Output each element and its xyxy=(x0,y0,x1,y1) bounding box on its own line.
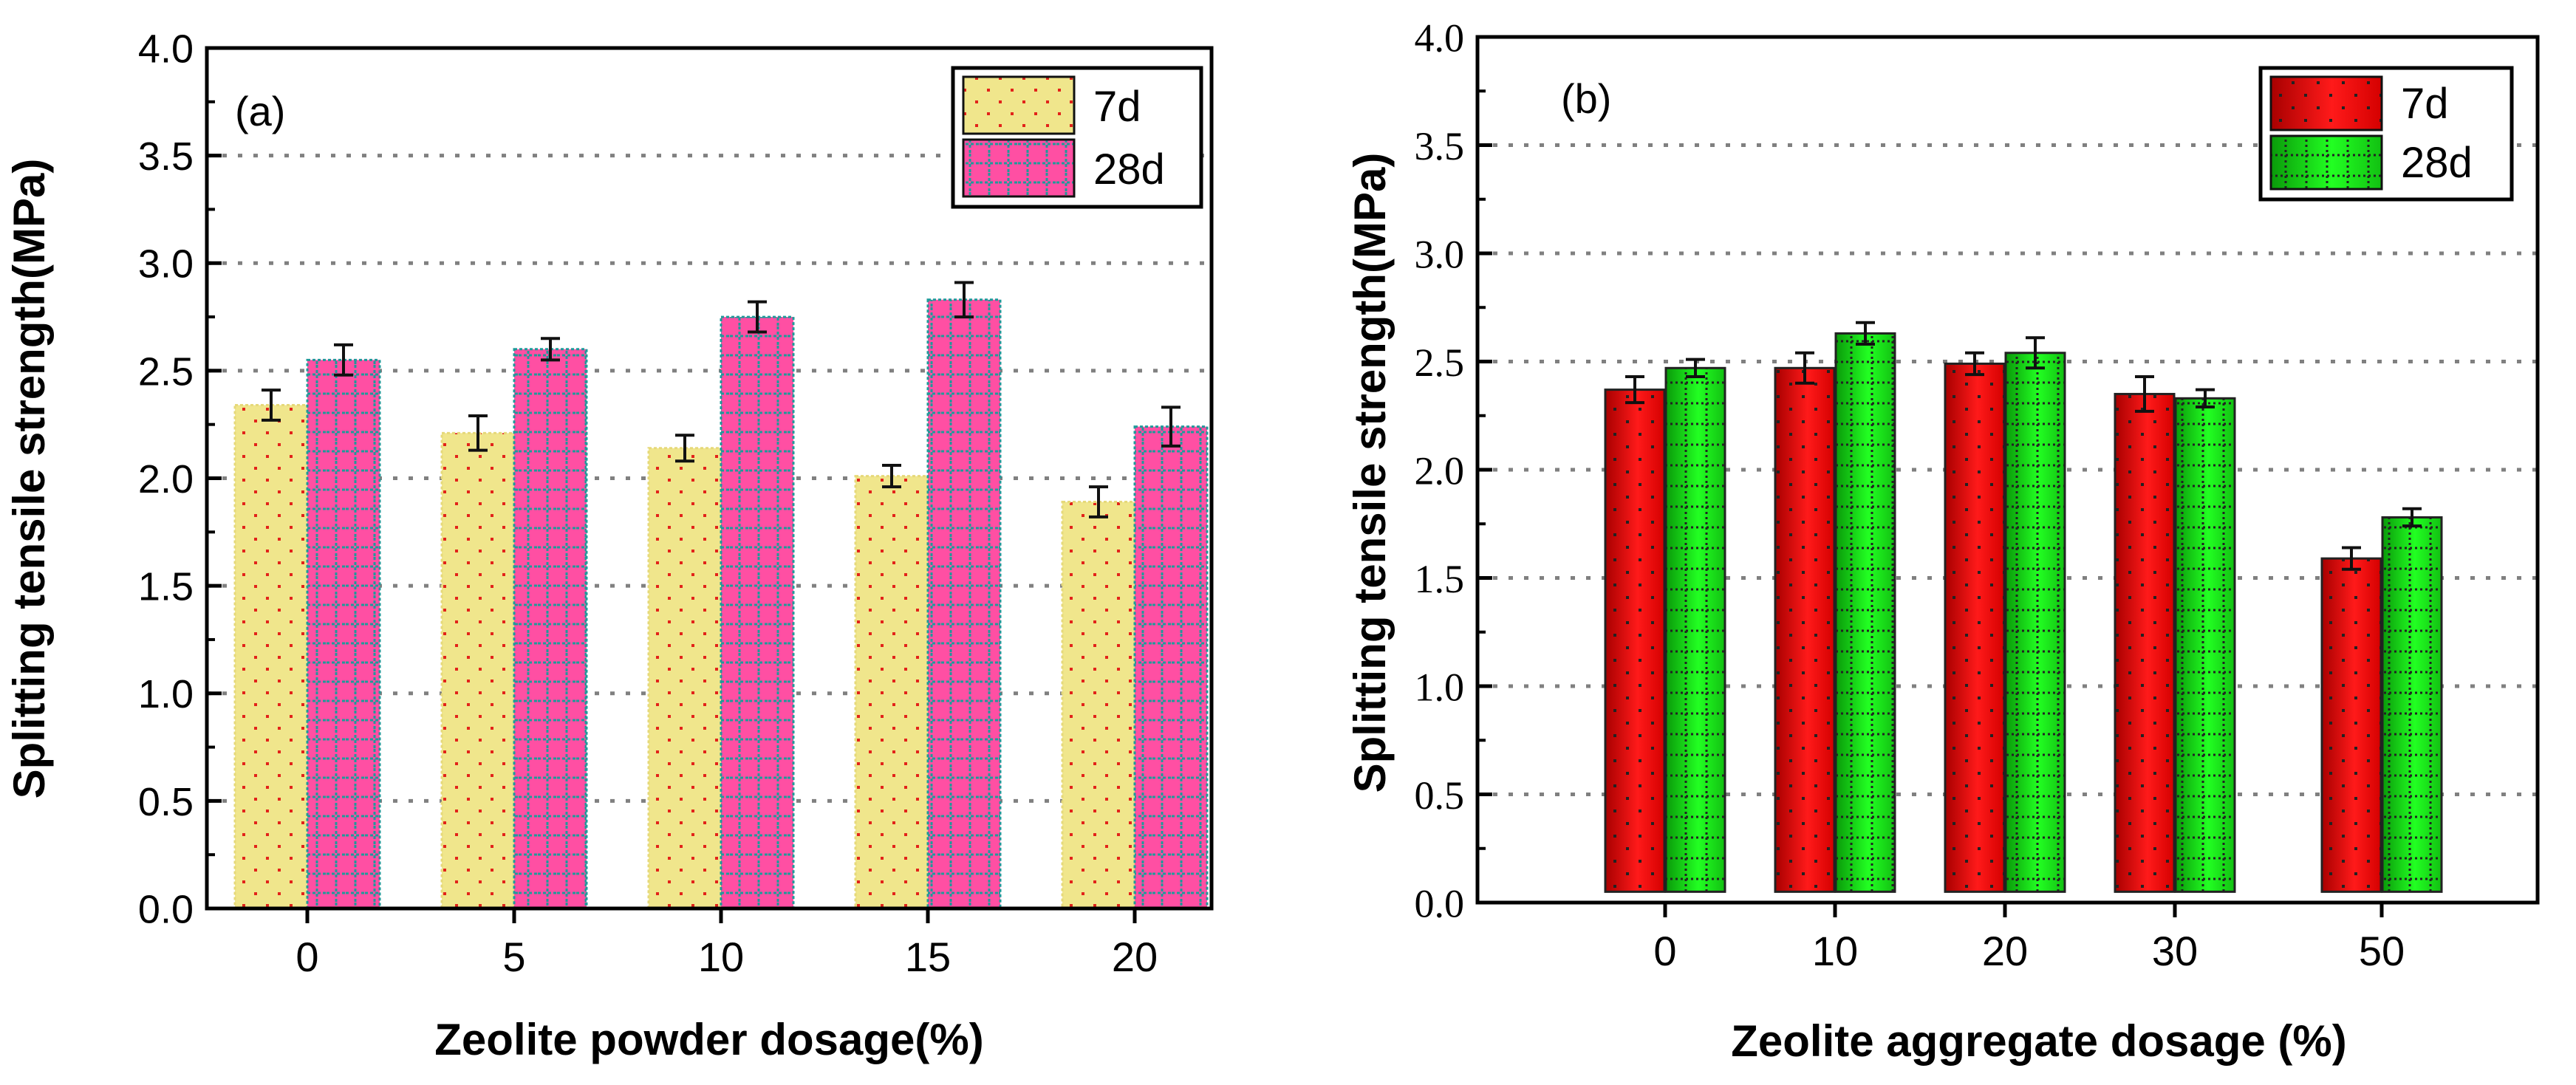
y-tick-label: 0.0 xyxy=(138,887,194,931)
y-tick-label: 1.0 xyxy=(138,672,194,716)
legend-swatch-28d xyxy=(2269,134,2383,191)
y-tick-label: 1.5 xyxy=(1415,557,1465,601)
y-axis-title: Splitting tensile strength(MPa) xyxy=(4,159,54,799)
bar-fill-7d-20 xyxy=(1945,363,2004,892)
y-tick-label: 4.0 xyxy=(138,27,194,71)
x-tick-label: 0 xyxy=(1653,928,1676,974)
x-tick-label: 20 xyxy=(1112,934,1158,980)
y-tick-label: 2.0 xyxy=(138,457,194,502)
bar-fill-7d-30 xyxy=(2115,394,2174,892)
y-tick-label: 1.0 xyxy=(1415,665,1465,709)
bar-fill-28d-10 xyxy=(721,317,793,908)
x-axis-title: Zeolite aggregate dosage (%) xyxy=(1731,1016,2347,1066)
x-axis-title: Zeolite powder dosage(%) xyxy=(434,1015,983,1064)
x-tick-label: 0 xyxy=(295,934,318,980)
y-tick-label: 2.0 xyxy=(1415,448,1465,493)
bar-fill-28d-15 xyxy=(928,299,1000,908)
bar-fill-7d-15 xyxy=(855,476,928,908)
panel-label: (b) xyxy=(1561,75,1611,122)
bar-fill-28d-0 xyxy=(307,360,380,908)
legend-swatch-fill xyxy=(2271,136,2382,189)
x-tick-label: 15 xyxy=(905,934,951,980)
x-tick-label: 10 xyxy=(698,934,744,980)
y-tick-label: 0.0 xyxy=(1415,881,1465,925)
y-tick-label: 2.5 xyxy=(1415,340,1465,385)
y-tick-label: 0.5 xyxy=(1415,773,1465,818)
legend-label: 28d xyxy=(2401,139,2473,187)
y-tick-label: 4.0 xyxy=(1415,16,1465,60)
x-tick-label: 50 xyxy=(2359,928,2405,974)
panel-label: (a) xyxy=(235,88,285,134)
y-tick-label: 3.5 xyxy=(138,134,194,179)
x-tick-label: 20 xyxy=(1982,928,2028,974)
y-tick-label: 2.5 xyxy=(138,349,194,394)
y-tick-label: 3.0 xyxy=(138,242,194,287)
bar-fill-7d-10 xyxy=(649,448,721,908)
legend-label: 7d xyxy=(2401,80,2449,128)
bar-fill-7d-0 xyxy=(1605,389,1664,892)
bar-fill-28d-20 xyxy=(2006,352,2065,892)
legend-swatch-fill xyxy=(2271,77,2382,130)
bar-fill-7d-10 xyxy=(1775,368,1834,892)
y-tick-label: 0.5 xyxy=(138,780,194,824)
bar-fill-28d-30 xyxy=(2176,398,2235,892)
bar-fill-28d-5 xyxy=(514,349,587,908)
bar-fill-7d-50 xyxy=(2322,558,2381,892)
bar-fill-7d-0 xyxy=(235,405,307,908)
bar-fill-7d-5 xyxy=(442,433,514,908)
legend-label: 28d xyxy=(1093,146,1165,194)
legend-swatch-fill xyxy=(963,140,1074,196)
bar-fill-28d-0 xyxy=(1666,368,1725,892)
y-axis-title: Splitting tensile strength(MPa) xyxy=(1345,153,1395,793)
legend-swatch-fill xyxy=(963,77,1074,134)
panel-b: 0.0 0.5 1.0 1.5 2.0 2.5 3.0 3.5 4.0 0 10 20 30 50 Zeol… xyxy=(1345,16,2540,1066)
panel-a: 0.0 0.5 1.0 1.5 2.0 2.5 3.0 3.5 4.0 0 5 10 15 20 Zeoli… xyxy=(4,27,1214,1064)
bar-fill-28d-10 xyxy=(1836,333,1895,892)
x-tick-label: 30 xyxy=(2152,928,2198,974)
bar-fill-28d-50 xyxy=(2382,517,2442,892)
legend-swatch-28d xyxy=(962,138,1076,198)
legend-label: 7d xyxy=(1093,83,1141,131)
x-tick-label: 10 xyxy=(1812,928,1858,974)
x-tick-label: 5 xyxy=(502,934,525,980)
legend-swatch-7d xyxy=(2269,75,2383,131)
y-tick-label: 3.0 xyxy=(1415,232,1465,276)
bar-fill-28d-20 xyxy=(1135,426,1207,908)
y-tick-label: 1.5 xyxy=(138,565,194,609)
legend-swatch-7d xyxy=(962,75,1076,135)
y-tick-label: 3.5 xyxy=(1415,124,1465,168)
bar-fill-7d-20 xyxy=(1062,502,1135,908)
